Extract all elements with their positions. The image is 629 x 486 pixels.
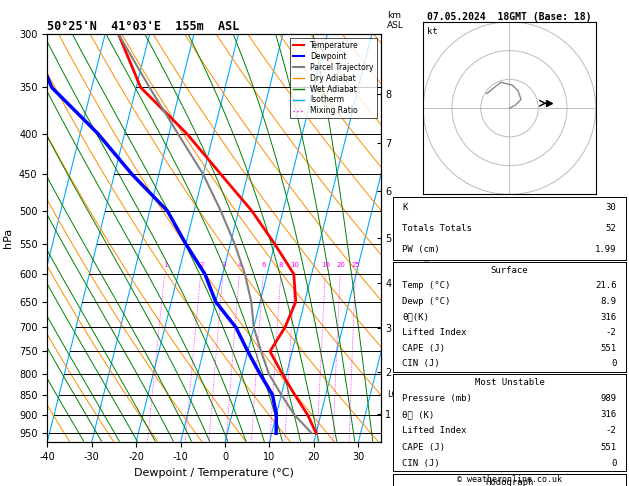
Text: LCL: LCL xyxy=(387,390,403,399)
Text: 989: 989 xyxy=(601,394,616,403)
Text: 52: 52 xyxy=(606,224,616,233)
Text: Lifted Index: Lifted Index xyxy=(403,426,467,435)
Text: θᴇ(K): θᴇ(K) xyxy=(403,312,430,322)
Y-axis label: hPa: hPa xyxy=(3,228,13,248)
Text: 2: 2 xyxy=(199,262,203,268)
Text: 0: 0 xyxy=(611,459,616,468)
Text: 551: 551 xyxy=(601,443,616,451)
Text: Most Unstable: Most Unstable xyxy=(474,378,545,387)
Text: PW (cm): PW (cm) xyxy=(403,245,440,254)
Text: -2: -2 xyxy=(606,328,616,337)
Text: Hodograph: Hodograph xyxy=(486,478,533,486)
X-axis label: Dewpoint / Temperature (°C): Dewpoint / Temperature (°C) xyxy=(134,468,294,478)
Text: Totals Totals: Totals Totals xyxy=(403,224,472,233)
Text: 551: 551 xyxy=(601,344,616,353)
Text: 3: 3 xyxy=(221,262,226,268)
Text: 8: 8 xyxy=(279,262,284,268)
Text: CIN (J): CIN (J) xyxy=(403,360,440,368)
Text: CIN (J): CIN (J) xyxy=(403,459,440,468)
Text: Pressure (mb): Pressure (mb) xyxy=(403,394,472,403)
Text: 50°25'N  41°03'E  155m  ASL: 50°25'N 41°03'E 155m ASL xyxy=(47,20,240,33)
Text: km
ASL: km ASL xyxy=(387,11,404,30)
Text: 16: 16 xyxy=(321,262,330,268)
Text: Dewp (°C): Dewp (°C) xyxy=(403,297,451,306)
Text: θᴇ (K): θᴇ (K) xyxy=(403,410,435,419)
Text: kt: kt xyxy=(426,27,437,36)
Text: 25: 25 xyxy=(352,262,360,268)
Text: CAPE (J): CAPE (J) xyxy=(403,344,445,353)
Text: Mixing Ratio (g/kg): Mixing Ratio (g/kg) xyxy=(423,198,431,278)
Text: 20: 20 xyxy=(336,262,345,268)
Text: 6: 6 xyxy=(262,262,266,268)
Text: © weatheronline.co.uk: © weatheronline.co.uk xyxy=(457,474,562,484)
Text: Surface: Surface xyxy=(491,266,528,275)
Text: 30: 30 xyxy=(606,203,616,212)
Text: Temp (°C): Temp (°C) xyxy=(403,281,451,290)
Text: Lifted Index: Lifted Index xyxy=(403,328,467,337)
Text: 1: 1 xyxy=(163,262,167,268)
Text: 10: 10 xyxy=(291,262,299,268)
Text: 21.6: 21.6 xyxy=(595,281,616,290)
Text: 316: 316 xyxy=(601,312,616,322)
Legend: Temperature, Dewpoint, Parcel Trajectory, Dry Adiabat, Wet Adiabat, Isotherm, Mi: Temperature, Dewpoint, Parcel Trajectory… xyxy=(289,38,377,119)
Text: 8.9: 8.9 xyxy=(601,297,616,306)
Text: CAPE (J): CAPE (J) xyxy=(403,443,445,451)
Text: 1.99: 1.99 xyxy=(595,245,616,254)
Text: 07.05.2024  18GMT (Base: 18): 07.05.2024 18GMT (Base: 18) xyxy=(427,12,592,22)
Text: K: K xyxy=(403,203,408,212)
Text: 4: 4 xyxy=(238,262,242,268)
Text: 316: 316 xyxy=(601,410,616,419)
Text: -2: -2 xyxy=(606,426,616,435)
Text: 0: 0 xyxy=(611,360,616,368)
